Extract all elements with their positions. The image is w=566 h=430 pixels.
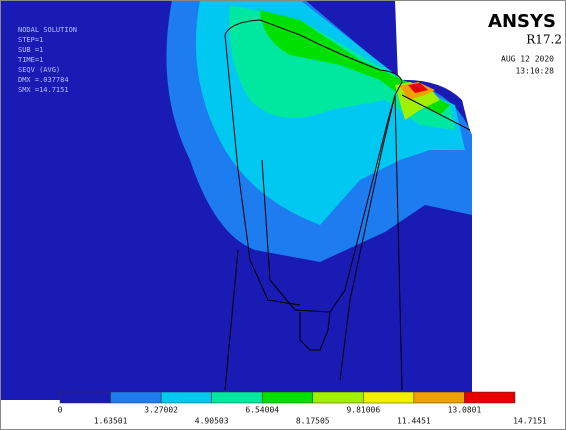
logo-time: 13:10:28	[515, 67, 554, 76]
legend-swatch	[363, 392, 414, 403]
legend-label: 4.90503	[195, 417, 229, 426]
legend-swatch	[464, 392, 515, 403]
logo-release: R17.2	[526, 33, 562, 47]
info-line: NODAL SOLUTION	[18, 26, 77, 34]
legend-swatch	[111, 392, 162, 403]
logo-date: AUG 12 2020	[501, 55, 554, 64]
info-line: SUB =1	[18, 46, 43, 54]
info-line: DMX =.037784	[18, 76, 69, 84]
legend-swatch	[60, 392, 111, 403]
info-line: TIME=1	[18, 56, 43, 64]
legend-swatch	[212, 392, 263, 403]
legend-swatch	[262, 392, 313, 403]
legend-swatch	[414, 392, 465, 403]
legend-swatch	[161, 392, 212, 403]
legend-label: 3.27002	[144, 406, 178, 415]
legend-label: 6.54004	[245, 406, 279, 415]
legend-label: 8.17505	[296, 417, 330, 426]
legend-swatch	[313, 392, 364, 403]
legend-label: 0	[58, 406, 63, 415]
info-line: SMX =14.7151	[18, 86, 69, 94]
ansys-plot: NODAL SOLUTION STEP=1 SUB =1 TIME=1 SEQV (AV…	[0, 0, 566, 430]
info-line: SEQV (AVG)	[18, 66, 60, 74]
legend-label: 11.4451	[397, 417, 431, 426]
legend-label: 1.63501	[94, 417, 128, 426]
legend-label: 14.7151	[513, 417, 547, 426]
info-line: STEP=1	[18, 36, 43, 44]
legend-label: 9.81006	[346, 406, 380, 415]
legend-label: 13.0801	[448, 406, 482, 415]
logo-product: ANSYS	[488, 11, 556, 32]
